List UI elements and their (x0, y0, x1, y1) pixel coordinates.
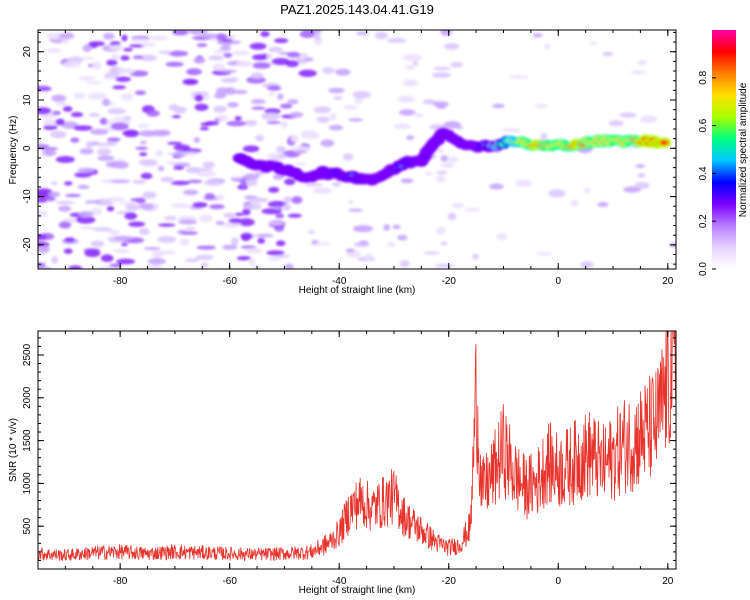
snr-ytick-label: 500 (22, 517, 33, 534)
colorbar-ticks: 0.0 0.2 0.4 0.6 0.8 (698, 70, 716, 276)
snr-ytick-label: 1500 (22, 429, 33, 452)
spectrogram-xtick-label: -40 (332, 276, 347, 287)
snr-xtick-label: -40 (332, 576, 347, 587)
snr-xtick-label: -60 (222, 576, 237, 587)
spectrogram-xtick-label: -20 (442, 276, 457, 287)
snr-ytick-label: 2500 (22, 343, 33, 366)
snr-ytick-label: 2000 (22, 386, 33, 409)
colorbar: 0.0 0.2 0.4 0.6 0.8 Normalized spectral ampl… (698, 30, 749, 276)
spectrogram-ytick-label: -20 (22, 237, 33, 252)
colorbar-label: Normalized spectral amplitude (738, 82, 749, 217)
spectrogram-xtick-label: 20 (662, 276, 674, 287)
snr-series-line (38, 331, 676, 562)
colorbar-tick-label: 0.4 (698, 166, 709, 180)
spectrogram-ytick-label: 0 (22, 145, 33, 151)
spectrogram-ytick-label: 20 (22, 46, 33, 58)
spectrogram-ytick-label: -10 (22, 189, 33, 204)
spectrogram-xlabel: Height of straight line (km) (299, 285, 416, 296)
colorbar-gradient (712, 30, 736, 269)
colorbar-tick-label: 0.8 (698, 70, 709, 84)
spectrogram-panel: -80 -60 -40 -20 0 20 -20 -10 0 10 20 Height of str… (8, 29, 677, 296)
snr-frame (37, 330, 677, 570)
spectrogram-xtick-label: -60 (222, 276, 237, 287)
colorbar-tick-label: 0.2 (698, 214, 709, 228)
colorbar-tick-label: 0.6 (698, 118, 709, 132)
spectrogram-ylabel: Frequency (Hz) (8, 116, 19, 185)
snr-ytick-label: 1000 (22, 472, 33, 495)
colorbar-tick-label: 0.0 (698, 262, 709, 276)
snr-background (38, 331, 676, 569)
figure-title: PAZ1.2025.143.04.41.G19 (280, 2, 434, 17)
snr-xtick-label: -80 (113, 576, 128, 587)
spectrogram-xtick-label: -80 (113, 276, 128, 287)
spectrogram-ytick-label: 10 (22, 94, 33, 106)
snr-ylabel: SNR (10 * v/v) (8, 418, 19, 482)
spectrogram-speckle (38, 30, 676, 269)
spectrogram-frame (37, 29, 677, 270)
snr-panel: -80 -60 -40 -20 0 20 500 1000 1500 2000 2500 Heigh… (8, 330, 677, 596)
snr-xtick-label: -20 (442, 576, 457, 587)
spectrogram-xtick-label: 0 (555, 276, 561, 287)
spectrogram-ticks: -80 -60 -40 -20 0 20 -20 -10 0 10 20 (22, 30, 676, 287)
snr-xtick-label: 0 (555, 576, 561, 587)
snr-xlabel: Height of straight line (km) (299, 585, 416, 596)
spectrogram-ridge (233, 127, 672, 186)
snr-xtick-label: 20 (662, 576, 674, 587)
